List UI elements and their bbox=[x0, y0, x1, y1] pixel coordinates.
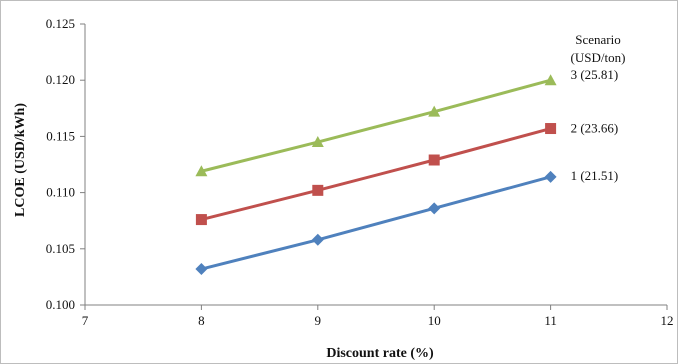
y-axis-title: LCOE (USD/kWh) bbox=[13, 103, 28, 217]
axes bbox=[84, 24, 667, 306]
series-label: 2 (23.66) bbox=[571, 121, 619, 136]
y-tick-label: 0.100 bbox=[46, 297, 75, 312]
x-tick-label: 11 bbox=[544, 313, 557, 328]
y-tick-label: 0.125 bbox=[46, 16, 75, 31]
y-tick-label: 0.115 bbox=[46, 128, 75, 143]
data-point-triangle bbox=[428, 105, 441, 117]
data-point-square bbox=[428, 154, 440, 166]
data-point-square bbox=[545, 123, 557, 135]
data-point-diamond bbox=[311, 233, 324, 246]
x-tick-label: 8 bbox=[198, 313, 205, 328]
x-tick-label: 12 bbox=[661, 313, 674, 328]
series-triangle bbox=[195, 74, 557, 177]
data-point-triangle bbox=[311, 136, 324, 148]
y-tick-label: 0.105 bbox=[46, 241, 75, 256]
data-point-diamond bbox=[544, 170, 557, 183]
series-diamond bbox=[195, 170, 557, 276]
y-tick-label: 0.110 bbox=[46, 185, 75, 200]
x-tick-label: 7 bbox=[82, 313, 89, 328]
series-line bbox=[201, 175, 551, 271]
data-point-triangle bbox=[544, 74, 557, 86]
legend-title-line1: Scenario bbox=[575, 32, 620, 47]
series-line bbox=[201, 127, 551, 222]
data-point-diamond bbox=[195, 263, 208, 276]
data-point-diamond bbox=[428, 202, 441, 215]
data-point-square bbox=[312, 184, 324, 196]
data-point-square bbox=[195, 214, 207, 226]
legend: Scenario (USD/ton) 3 (25.81) 2 (23.66) 1 (… bbox=[571, 32, 626, 183]
x-axis-title: Discount rate (%) bbox=[326, 346, 434, 361]
series-layer bbox=[195, 74, 557, 276]
y-tick-group: 0.100 0.105 0.110 0.115 0.120 0.125 bbox=[46, 16, 85, 312]
x-tick-group: 7 8 9 10 11 12 bbox=[82, 305, 674, 328]
series-line bbox=[201, 78, 551, 173]
series-square bbox=[195, 123, 557, 226]
x-tick-label: 10 bbox=[428, 313, 441, 328]
x-tick-label: 9 bbox=[315, 313, 322, 328]
y-tick-label: 0.120 bbox=[46, 72, 75, 87]
series-label: 3 (25.81) bbox=[571, 67, 619, 82]
series-label: 1 (21.51) bbox=[571, 168, 619, 183]
legend-title-line2: (USD/ton) bbox=[571, 50, 626, 65]
data-point-triangle bbox=[195, 165, 208, 177]
